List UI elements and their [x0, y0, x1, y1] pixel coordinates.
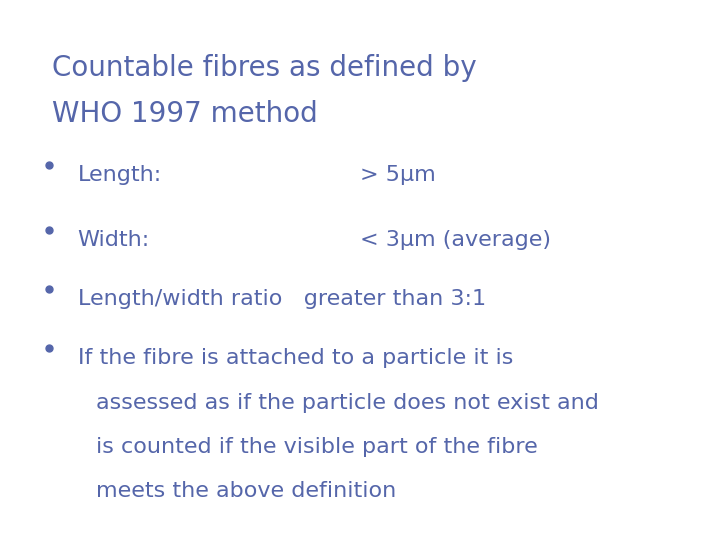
- Text: Countable fibres as defined by: Countable fibres as defined by: [52, 54, 477, 82]
- Text: WHO 1997 method: WHO 1997 method: [52, 100, 318, 128]
- Text: assessed as if the particle does not exist and: assessed as if the particle does not exi…: [96, 393, 599, 413]
- Text: < 3μm (average): < 3μm (average): [360, 230, 551, 249]
- Text: Length/width ratio   greater than 3:1: Length/width ratio greater than 3:1: [78, 289, 486, 309]
- Text: Length:: Length:: [78, 165, 162, 185]
- Text: > 5μm: > 5μm: [360, 165, 436, 185]
- Text: meets the above definition: meets the above definition: [96, 481, 397, 501]
- Text: If the fibre is attached to a particle it is: If the fibre is attached to a particle i…: [78, 348, 513, 368]
- Text: is counted if the visible part of the fibre: is counted if the visible part of the fi…: [96, 437, 539, 457]
- Text: Width:: Width:: [78, 230, 150, 249]
